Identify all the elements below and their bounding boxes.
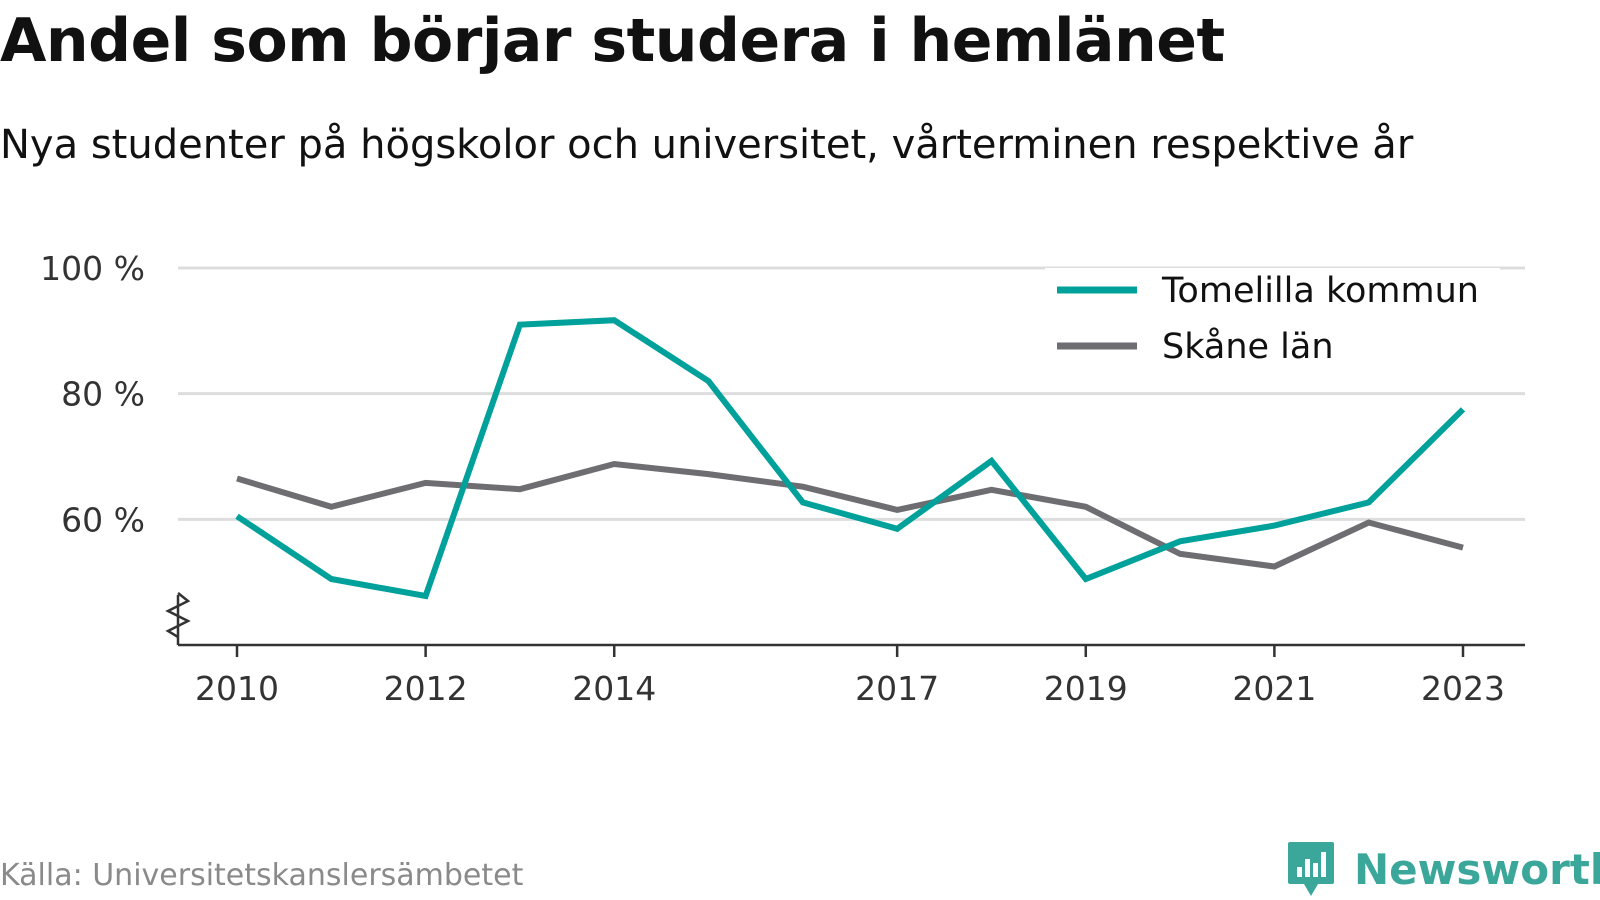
y-tick-label: 80 %: [61, 375, 145, 414]
legend-label: Skåne län: [1162, 326, 1334, 367]
x-tick-label: 2023: [1421, 669, 1505, 708]
x-axis-tick-labels: 2010 2012 2014 2017 2019 2021 2023: [195, 645, 1505, 708]
legend-background: [1045, 268, 1500, 378]
line-chart: 100 %80 %60 % 2010 2012 2014 2017 2019 2021 20…: [40, 249, 1525, 708]
source-note: Källa: Universitetskanslersämbetet: [0, 858, 524, 893]
series-line-sk-ne-l-n: [236, 460, 1464, 570]
x-tick-label: 2021: [1232, 669, 1316, 708]
brand-logo: Newsworthy: [1286, 838, 1600, 900]
series-line-tomelilla-kommun: [235, 317, 1466, 600]
y-axis-tick-labels: 100 % 80 % 60 %: [40, 249, 145, 539]
y-tick-label: 100 %: [40, 249, 145, 288]
legend-label: Tomelilla kommun: [1161, 271, 1479, 311]
x-tick-label: 2019: [1044, 669, 1128, 708]
legend: Tomelilla kommun Skåne län: [1045, 268, 1500, 378]
series-lines: [235, 317, 1466, 600]
y-tick-label: 60 %: [61, 500, 145, 539]
x-tick-label: 2017: [855, 669, 939, 708]
chart-title: Andel som börjar studera i hemlänet: [0, 6, 1225, 76]
x-tick-label: 2010: [195, 669, 279, 708]
axes: [165, 592, 1525, 647]
x-tick-label: 2012: [384, 669, 468, 708]
brand-name: Newsworthy: [1354, 844, 1600, 894]
chart-subtitle: Nya studenter på högskolor och universit…: [0, 122, 1414, 168]
x-tick-label: 2014: [572, 669, 656, 708]
newsworthy-logo-icon: [1288, 842, 1334, 896]
y-axis-break-icon: [165, 592, 191, 639]
